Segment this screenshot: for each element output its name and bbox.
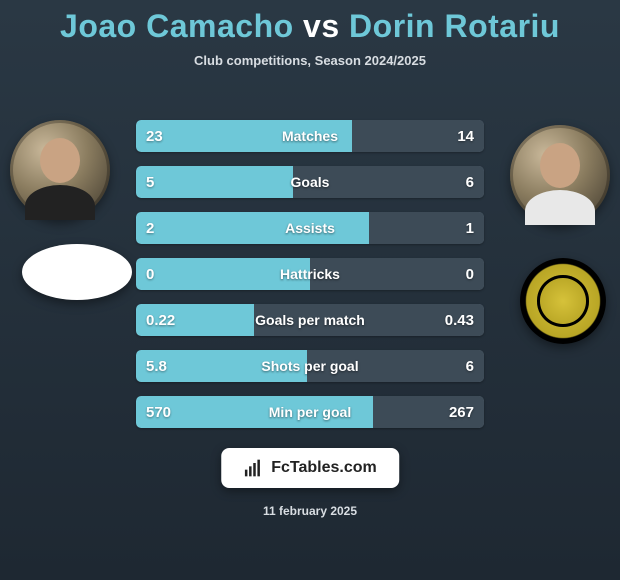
bar-value-left: 2 bbox=[146, 220, 154, 237]
bar-value-left: 23 bbox=[146, 128, 163, 145]
bar-value-left: 0.22 bbox=[146, 312, 175, 329]
bar-value-right: 0.43 bbox=[445, 312, 474, 329]
date-text: 11 february 2025 bbox=[0, 504, 620, 518]
brand-logo-icon bbox=[243, 458, 263, 478]
player1-club-badge bbox=[22, 244, 132, 300]
stat-bar-row: 5 6 Goals bbox=[136, 166, 484, 198]
bar-label: Assists bbox=[285, 220, 335, 236]
bar-label: Goals per match bbox=[255, 312, 365, 328]
comparison-title: Joao Camacho vs Dorin Rotariu bbox=[0, 0, 620, 45]
player2-name: Dorin Rotariu bbox=[349, 8, 560, 44]
player2-avatar bbox=[510, 125, 610, 225]
player1-avatar bbox=[10, 120, 110, 220]
stat-bars-container: 23 14 Matches 5 6 Goals 2 1 Assists 0 0 Hattricks 0.… bbox=[136, 120, 484, 442]
brand-box: FcTables.com bbox=[221, 448, 399, 488]
bar-fill-left bbox=[136, 166, 293, 198]
bar-value-right: 267 bbox=[449, 404, 474, 421]
stat-bar-row: 0 0 Hattricks bbox=[136, 258, 484, 290]
bar-value-left: 5.8 bbox=[146, 358, 167, 375]
bar-value-right: 0 bbox=[466, 266, 474, 283]
bar-label: Shots per goal bbox=[261, 358, 358, 374]
bar-label: Matches bbox=[282, 128, 338, 144]
stat-bar-row: 570 267 Min per goal bbox=[136, 396, 484, 428]
subtitle: Club competitions, Season 2024/2025 bbox=[0, 53, 620, 68]
vs-text: vs bbox=[303, 8, 340, 44]
bar-value-right: 1 bbox=[466, 220, 474, 237]
stat-bar-row: 5.8 6 Shots per goal bbox=[136, 350, 484, 382]
bar-value-left: 5 bbox=[146, 174, 154, 191]
bar-value-left: 0 bbox=[146, 266, 154, 283]
bar-label: Goals bbox=[291, 174, 330, 190]
stat-bar-row: 23 14 Matches bbox=[136, 120, 484, 152]
stat-bar-row: 0.22 0.43 Goals per match bbox=[136, 304, 484, 336]
bar-value-right: 14 bbox=[457, 128, 474, 145]
player1-name: Joao Camacho bbox=[60, 8, 294, 44]
bar-value-right: 6 bbox=[466, 174, 474, 191]
bar-value-left: 570 bbox=[146, 404, 171, 421]
bar-label: Hattricks bbox=[280, 266, 340, 282]
bar-value-right: 6 bbox=[466, 358, 474, 375]
player2-club-badge bbox=[520, 258, 606, 344]
brand-text: FcTables.com bbox=[271, 459, 377, 477]
stat-bar-row: 2 1 Assists bbox=[136, 212, 484, 244]
bar-label: Min per goal bbox=[269, 404, 351, 420]
